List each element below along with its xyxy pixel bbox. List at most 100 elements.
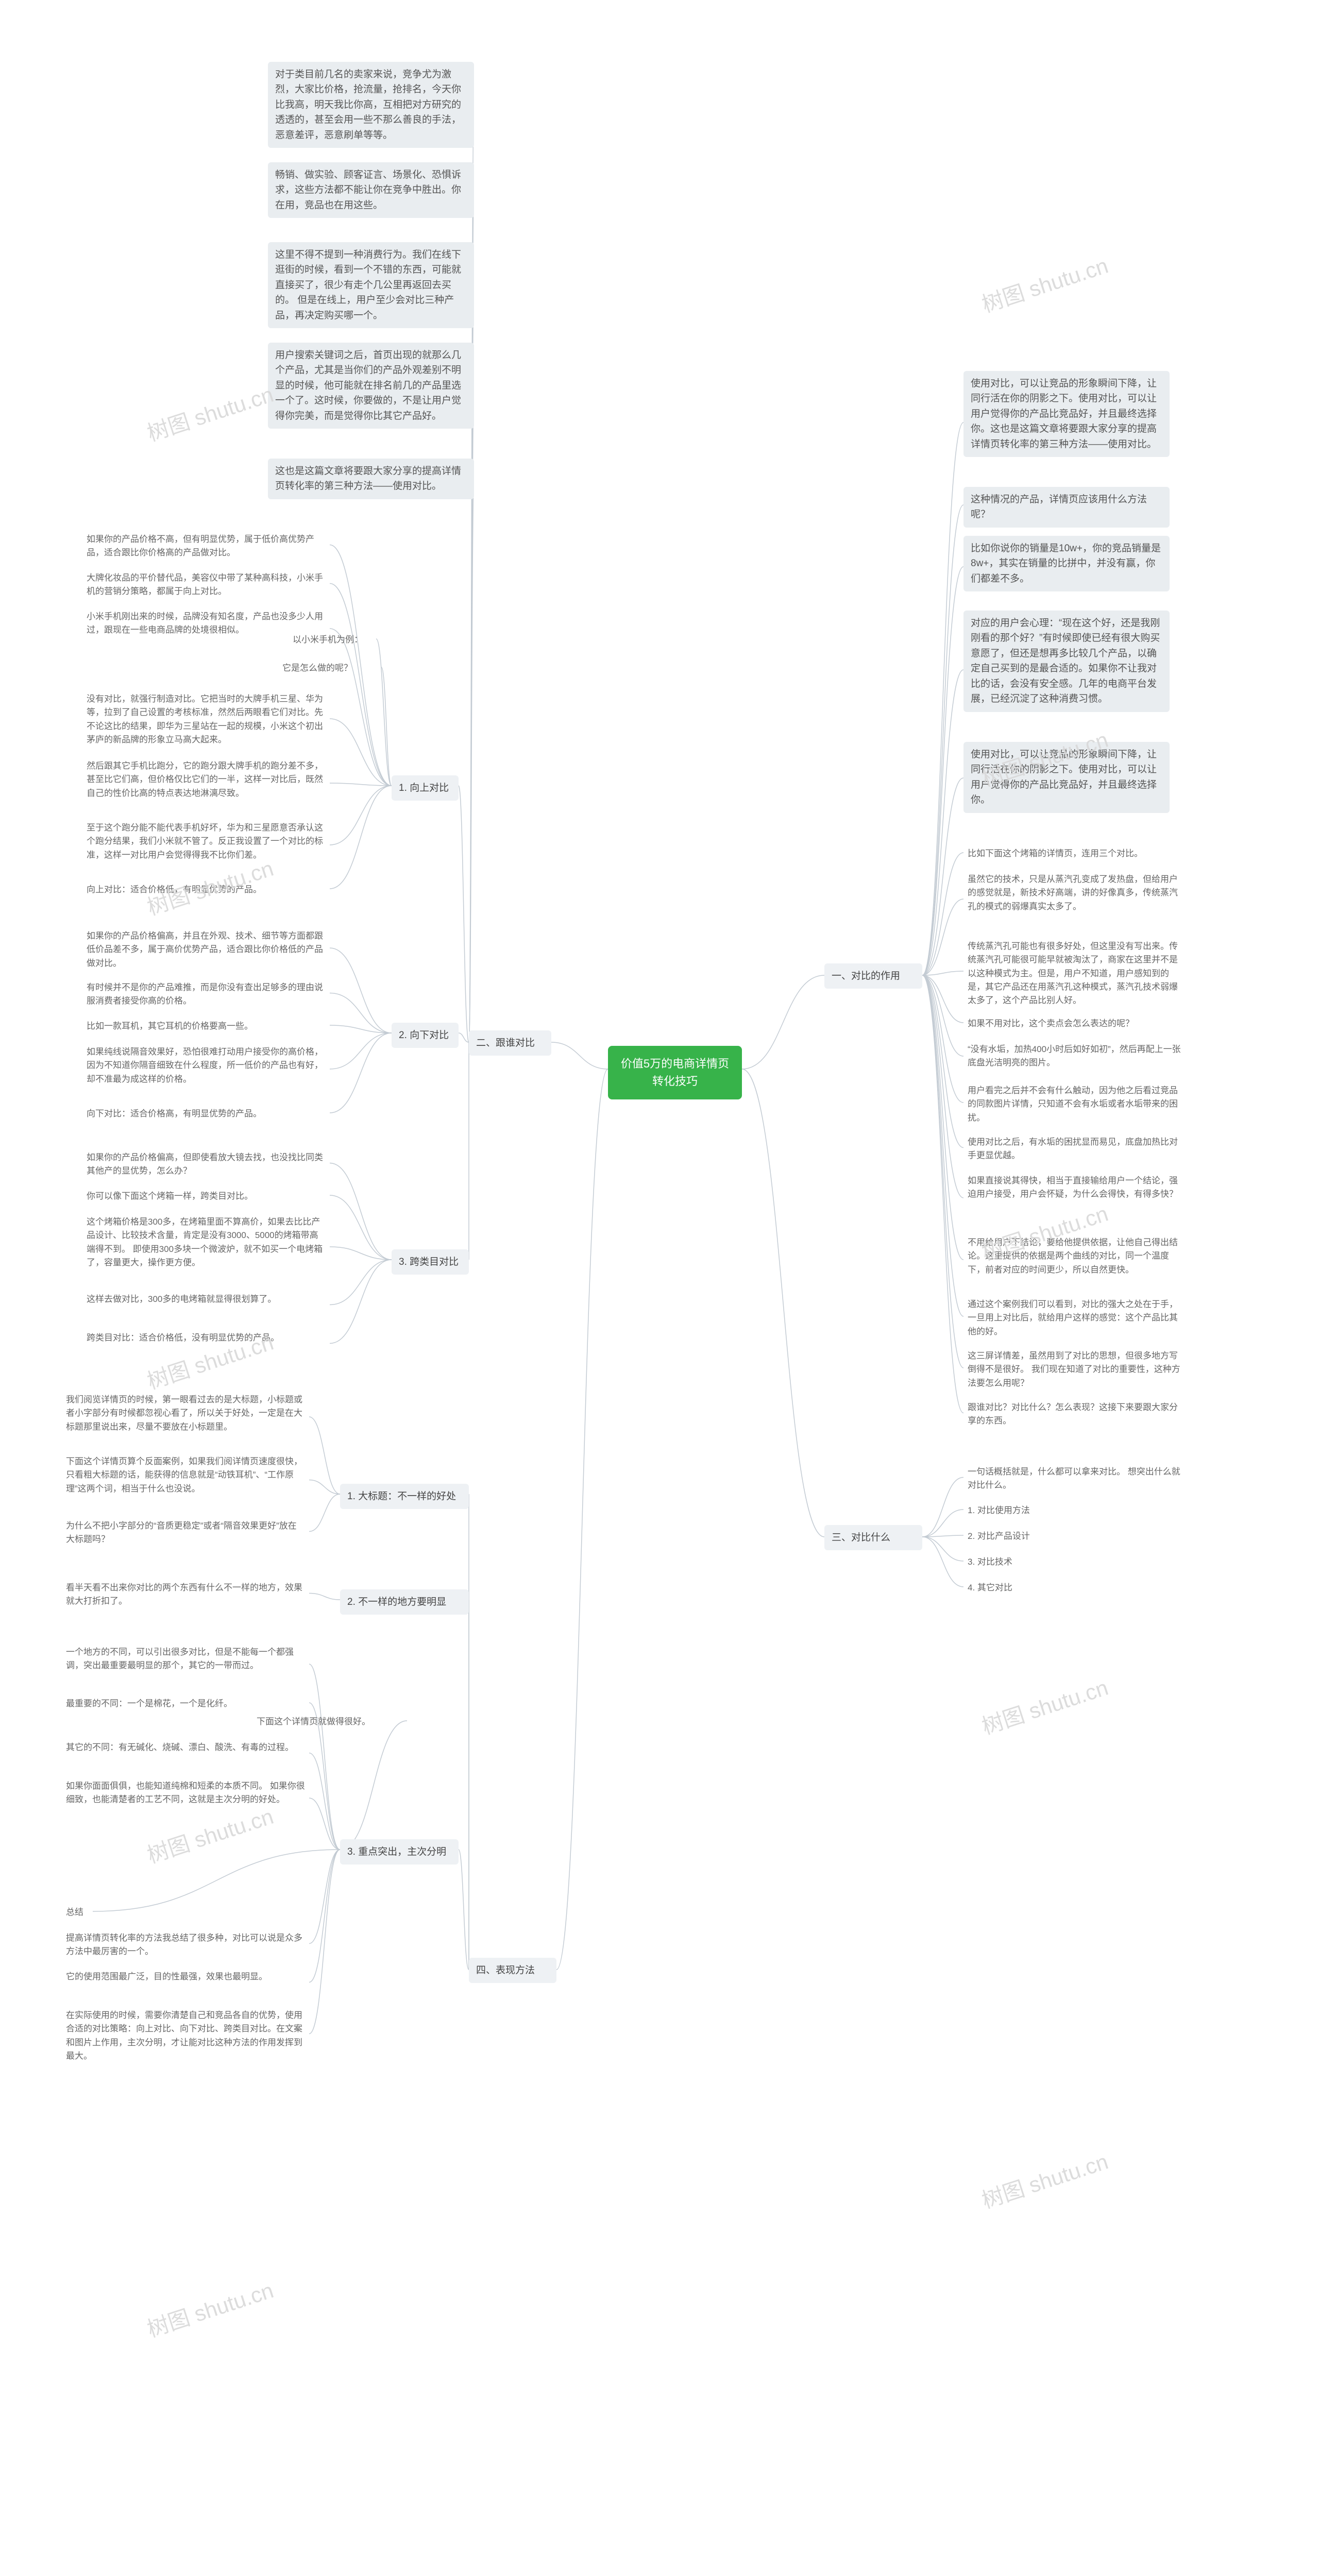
edge <box>309 1798 340 1850</box>
edge <box>922 975 963 1413</box>
node-l2c2: 畅销、做实验、顾客证言、场景化、恐惧诉求，这些方法都不能让你在竞争中胜出。你在用… <box>268 162 474 218</box>
edge <box>330 1260 392 1305</box>
node-l4b3l4: 如果你面面俱俱，也能知道纯棉和短柔的本质不同。 如果你很细致，也能清楚者的工艺不… <box>62 1777 309 1809</box>
edge <box>309 1850 340 1982</box>
node-l2b1l3s: 以小米手机为例： <box>289 631 376 649</box>
edge <box>330 1195 392 1260</box>
edge <box>922 853 963 975</box>
node-r1l4: 如果不用对比，这个卖点会怎么表达的呢？ <box>963 1015 1185 1032</box>
node-r1c1: 使用对比，可以让竞品的形象瞬间下降，让同行活在你的阴影之下。使用对比，可以让用户… <box>963 371 1170 457</box>
node-l2c5: 这也是这篇文章将要跟大家分享的提高详情页转化率的第三种方法——使用对比。 <box>268 459 474 499</box>
mindmap-canvas: 价值5万的电商详情页转化技巧 一、对比的作用 使用对比，可以让竞品的形象瞬间下降，让… <box>0 0 1319 2576</box>
edge <box>309 1594 340 1600</box>
edge <box>381 667 392 786</box>
node-r1l7: 使用对比之后，有水垢的困扰显而易见，底盘加热比对手更显优越。 <box>963 1133 1185 1165</box>
watermark: 树图 shutu.cn <box>143 377 277 448</box>
node-r2l0: 一句话概括就是，什么都可以拿来对比。 想突出什么就对比什么。 <box>963 1463 1185 1495</box>
node-l4b1: 1. 大标题：不一样的好处 <box>340 1484 469 1509</box>
edge <box>922 670 963 975</box>
edge <box>922 975 963 1260</box>
edge <box>922 778 963 975</box>
node-r1l3: 传统蒸汽孔可能也有很多好处，但这里没有写出来。传统蒸汽孔可能很可能早就被淘汰了，… <box>963 938 1185 1010</box>
watermark: 树图 shutu.cn <box>143 1799 277 1870</box>
node-l2b3l5: 跨类目对比：适合价格低，没有明显优势的产品。 <box>82 1329 330 1347</box>
node-r1l9: 不用给用户下结论，要给他提供依据，让他自己得出结论。这里提供的依据是两个曲线的对… <box>963 1234 1185 1279</box>
edge <box>330 719 392 786</box>
edge <box>309 1753 340 1850</box>
node-r2l3: 3. 对比技术 <box>963 1553 1067 1571</box>
edge <box>330 993 392 1033</box>
node-l2b3l4: 这样去做对比，300多的电烤箱就显得很划算了。 <box>82 1291 330 1308</box>
node-r1c5: 使用对比，可以让竞品的形象瞬间下降，让同行活在你的阴影之下。使用对比，可以让用户… <box>963 742 1170 813</box>
edge <box>330 786 392 889</box>
edge <box>922 505 963 975</box>
edge <box>922 975 963 1316</box>
edge <box>742 1069 824 1537</box>
node-l4b3l1: 一个地方的不同，可以引出很多对比，但是不能每一个都强调，突出最重要最明显的那个，… <box>62 1643 309 1675</box>
edge <box>922 1537 963 1561</box>
edge <box>922 567 963 975</box>
edge <box>309 1850 340 2034</box>
node-r1l2: 虽然它的技术，只是从蒸汽孔变成了发热盘，但给用户的感觉就是，新技术好高端，讲的好… <box>963 871 1185 916</box>
node-l2b1l4: 它是怎么做的呢？ <box>278 659 381 677</box>
edge <box>922 1535 963 1537</box>
edge <box>330 786 392 845</box>
watermark: 树图 shutu.cn <box>977 1670 1112 1741</box>
node-r1: 一、对比的作用 <box>824 963 922 989</box>
edge <box>459 786 469 1042</box>
edge <box>922 971 963 975</box>
node-l4b1l3: 为什么不把小字部分的“音质更稳定”或者“隔音效果更好”放在大标题吗？ <box>62 1517 309 1549</box>
node-l4b3l5: 总结 <box>62 1904 93 1921</box>
node-l2b1l7: 至于这个跑分能不能代表手机好坏，华为和三星愿意否承认这个跑分结果，我们小米就不管… <box>82 819 330 864</box>
edge <box>330 629 392 786</box>
node-l2b1l1: 如果你的产品价格不高，但有明显优势，属于低价高优势产品，适合跟比你价格高的产品做… <box>82 531 330 562</box>
node-l4b3l7: 它的使用范围最广泛，目的性最强，效果也最明显。 <box>62 1968 309 1986</box>
node-l2b1: 1. 向上对比 <box>392 775 459 801</box>
edge <box>330 948 392 1033</box>
node-l4b2: 2. 不一样的地方要明显 <box>340 1589 469 1615</box>
edge <box>922 422 963 975</box>
edge <box>922 975 963 1148</box>
edge <box>309 1494 340 1532</box>
node-l4: 四、表现方法 <box>469 1958 556 1983</box>
node-l4b3l6: 提高详情页转化率的方法我总结了很多种，对比可以说是众多方法中最厉害的一个。 <box>62 1929 309 1961</box>
node-root: 价值5万的电商详情页转化技巧 <box>608 1046 742 1099</box>
edge <box>340 1721 407 1850</box>
edge <box>922 975 963 1198</box>
edge <box>922 1510 963 1537</box>
edge <box>551 1042 608 1069</box>
edge <box>330 1033 392 1069</box>
node-l2c4: 用户搜索关键词之后，首页出现的就那么几个产品，尤其是当你们的产品外观差别不明显的… <box>268 343 474 429</box>
node-r1l1: 比如下面这个烤箱的详情页，连用三个对比。 <box>963 845 1185 862</box>
node-l2b3l1: 如果你的产品价格偏高，但即使看放大镜去找，也没找比同类其他产的显优势，怎么办？ <box>82 1149 330 1180</box>
node-r2l2: 2. 对比产品设计 <box>963 1528 1067 1545</box>
node-l2b2l4: 如果纯线说隔音效果好，恐怕很难打动用户接受你的高价格，因为不知道你隔音细致在什么… <box>82 1043 330 1088</box>
node-l4b3l8: 在实际使用的时候，需要你清楚自己和竞品各自的优势，使用合适的对比策略：向上对比、… <box>62 2007 309 2065</box>
node-l2c3: 这里不得不提到一种消费行为。我们在线下逛街的时候，看到一个不错的东西，可能就直接… <box>268 242 474 328</box>
edge <box>330 1033 392 1113</box>
node-r1l10: 通过这个案例我们可以看到，对比的强大之处在于手，一旦用上对比后，就给用户这样的感… <box>963 1296 1185 1341</box>
edge <box>309 1417 340 1494</box>
edge <box>93 1850 340 1911</box>
node-r1l6: 用户看完之后并不会有什么触动，因为他之后看过竞品的同款图片详情，只知道不会有水垢… <box>963 1082 1185 1127</box>
node-r1l8: 如果直接说其得快，相当于直接输给用户一个结论，强迫用户接受，用户会怀疑，为什么会… <box>963 1172 1185 1204</box>
edge <box>556 1069 608 1970</box>
node-r1l5: “没有水垢，加热400小时后如好如初”，然后再配上一张底盘光洁明亮的图片。 <box>963 1041 1185 1072</box>
node-l4b2l1: 看半天看不出来你对比的两个东西有什么不一样的地方，效果就大打折扣了。 <box>62 1579 309 1611</box>
edge <box>922 975 963 1056</box>
edge <box>459 1033 469 1042</box>
edge <box>742 975 824 1069</box>
edge <box>922 975 963 1103</box>
node-l2: 二、跟谁对比 <box>469 1030 551 1056</box>
node-l2b2l3: 比如一款耳机，其它耳机的价格要高一些。 <box>82 1018 330 1035</box>
edge <box>922 899 963 975</box>
node-l4b3l3: 其它的不同：有无碱化、烧碱、漂白、酸洗、有毒的过程。 <box>62 1739 309 1756</box>
node-l4b3l2: 最重要的不同：一个是棉花，一个是化纤。 <box>62 1695 309 1713</box>
edge <box>922 975 963 1368</box>
node-l2b2l2: 有时候并不是你的产品难推，而是你没有查出足够多的理由说服消费者接受你高的价格。 <box>82 979 330 1010</box>
node-r1l11: 这三屏详情差，虽然用到了对比的思想，但很多地方写倒得不是很好。 我们现在知道了对… <box>963 1347 1185 1392</box>
node-r1c3: 比如你说你的销量是10w+，你的竞品销量是8w+，其实在销量的比拼中，并没有赢，… <box>963 536 1170 591</box>
node-l2b1l2: 大牌化妆品的平价替代品，美容仪中带了某种高科技，小米手机的营销分策略，都属于向上… <box>82 569 330 601</box>
watermark: 树图 shutu.cn <box>977 2144 1112 2215</box>
edge <box>309 1480 340 1495</box>
